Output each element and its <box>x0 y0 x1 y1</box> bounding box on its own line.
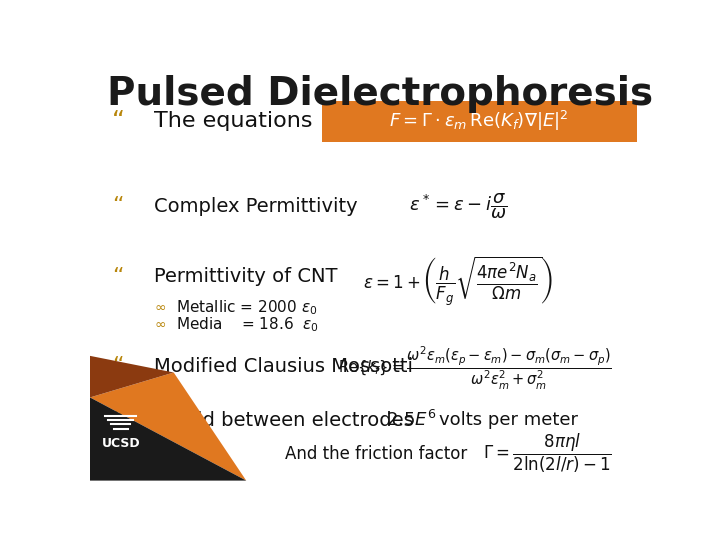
Text: E field between electrodes: E field between electrodes <box>154 411 414 430</box>
Polygon shape <box>90 356 174 397</box>
Text: “: “ <box>112 267 124 287</box>
Text: And the friction factor: And the friction factor <box>285 444 467 463</box>
Text: $F = \Gamma \cdot \varepsilon_m\,\mathrm{Re}(K_f)\nabla|E|^2$: $F = \Gamma \cdot \varepsilon_m\,\mathrm… <box>390 109 569 133</box>
Text: “: “ <box>112 109 125 133</box>
Text: Media    = 18.6  $\varepsilon_0$: Media = 18.6 $\varepsilon_0$ <box>176 315 320 334</box>
Text: ∞: ∞ <box>154 318 166 332</box>
Polygon shape <box>90 373 246 481</box>
Text: $\Gamma = \dfrac{8\pi\eta l}{2\ln(2l/r)-1}$: $\Gamma = \dfrac{8\pi\eta l}{2\ln(2l/r)-… <box>483 432 612 475</box>
Text: $2.5E^6$: $2.5E^6$ <box>386 410 436 430</box>
Text: Modified Clausius Mossotti: Modified Clausius Mossotti <box>154 357 413 376</box>
Polygon shape <box>90 397 246 481</box>
Text: Pulsed Dielectrophoresis: Pulsed Dielectrophoresis <box>107 75 653 113</box>
Text: The equations: The equations <box>154 111 312 131</box>
Text: $\varepsilon = 1 + \left(\dfrac{h}{F_g}\sqrt{\dfrac{4\pi e^2 N_a}{\Omega m}}\rig: $\varepsilon = 1 + \left(\dfrac{h}{F_g}\… <box>364 254 553 308</box>
Text: “: “ <box>112 196 124 216</box>
Text: Permittivity of CNT: Permittivity of CNT <box>154 267 338 286</box>
Text: UCSD: UCSD <box>102 437 140 450</box>
Text: Complex Permittivity: Complex Permittivity <box>154 197 358 215</box>
Text: “: “ <box>112 356 124 376</box>
FancyBboxPatch shape <box>322 101 637 141</box>
Text: $\varepsilon^* = \varepsilon - i\dfrac{\sigma}{\omega}$: $\varepsilon^* = \varepsilon - i\dfrac{\… <box>409 191 508 221</box>
Text: $\mathrm{Re}\{k_f\} = \dfrac{\omega^2\varepsilon_m(\varepsilon_p - \varepsilon_m: $\mathrm{Re}\{k_f\} = \dfrac{\omega^2\va… <box>338 345 612 392</box>
Text: Metallic = 2000 $\varepsilon_0$: Metallic = 2000 $\varepsilon_0$ <box>176 299 318 318</box>
Text: “: “ <box>112 410 124 430</box>
Text: ∞: ∞ <box>154 301 166 315</box>
Text: volts per meter: volts per meter <box>438 411 577 429</box>
